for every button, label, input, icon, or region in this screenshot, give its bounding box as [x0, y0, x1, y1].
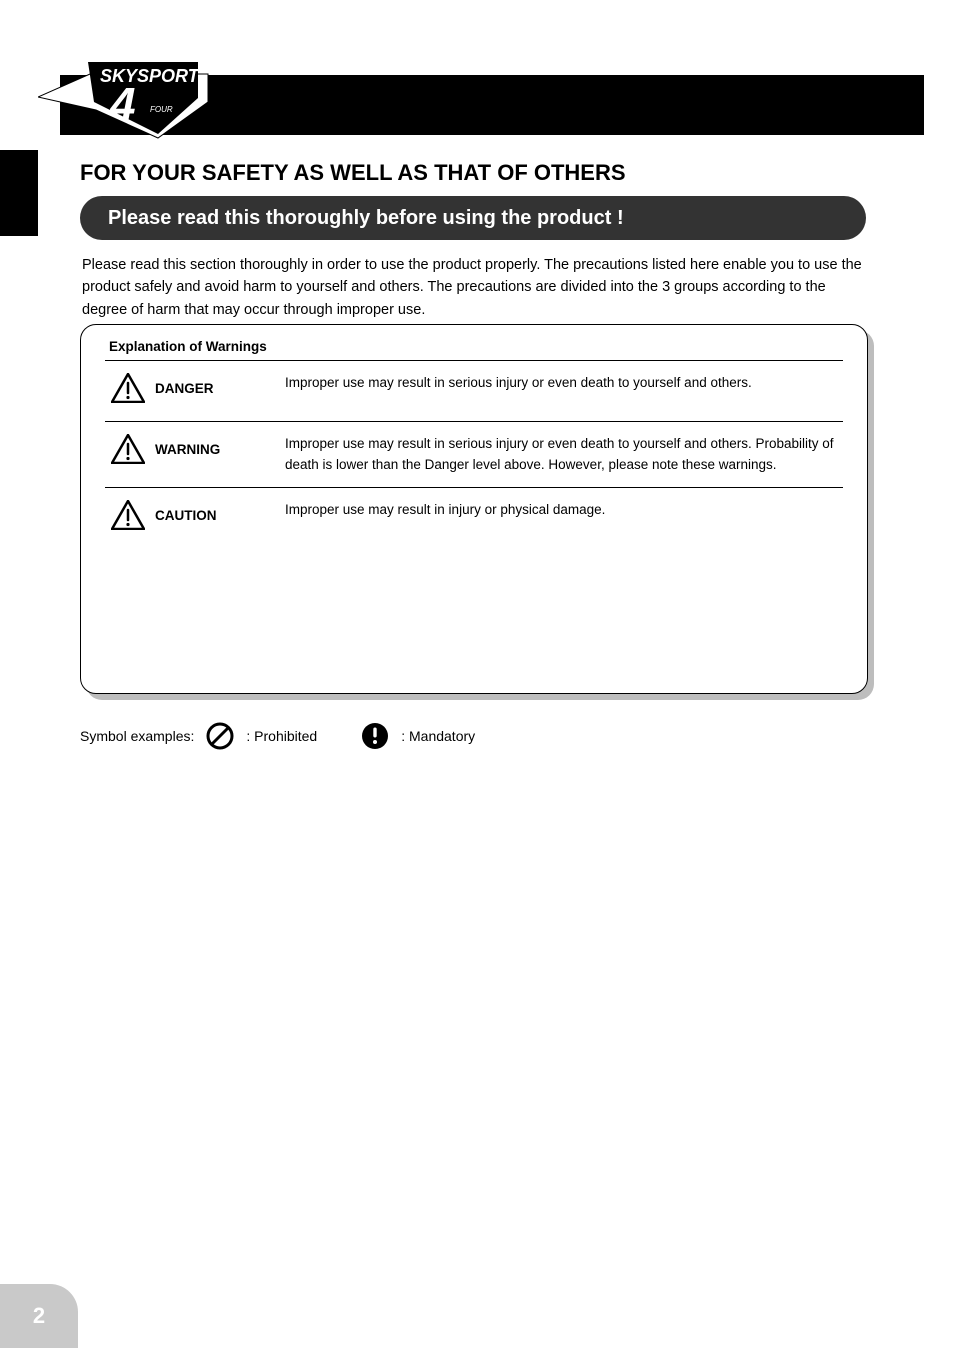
header-bar — [60, 75, 924, 135]
table-row: CAUTION Improper use may result in injur… — [105, 487, 843, 548]
subtitle-text: Please read this thoroughly before using… — [108, 207, 624, 230]
side-tab — [0, 150, 38, 236]
warning-triangle-icon — [111, 373, 145, 409]
warn-box: Explanation of Warnings DANGER Improper … — [80, 324, 868, 694]
danger-desc: Improper use may result in serious injur… — [281, 361, 843, 422]
section-title: FOR YOUR SAFETY AS WELL AS THAT OF OTHER… — [80, 160, 626, 186]
danger-label: DANGER — [151, 361, 281, 422]
mandatory-icon — [357, 718, 393, 754]
caution-desc: Improper use may result in injury or phy… — [281, 487, 843, 548]
warn-table-title: Explanation of Warnings — [105, 333, 843, 361]
table-row: DANGER Improper use may result in seriou… — [105, 361, 843, 422]
subtitle-pill: Please read this thoroughly before using… — [80, 196, 866, 240]
warning-triangle-icon — [111, 500, 145, 536]
intro-paragraph: Please read this section thoroughly in o… — [82, 254, 862, 321]
caution-icon-cell — [105, 487, 151, 548]
warn-header-row: Explanation of Warnings — [105, 333, 843, 361]
page-number: 2 — [33, 1303, 45, 1329]
page-number-tab: 2 — [0, 1284, 78, 1348]
caution-label: CAUTION — [151, 487, 281, 548]
danger-icon-cell — [105, 361, 151, 422]
prohibited-label: : Prohibited — [246, 728, 317, 744]
table-row: WARNING Improper use may result in serio… — [105, 422, 843, 488]
symbol-legend: Symbol examples: : Prohibited : Mandator… — [80, 718, 862, 754]
warning-icon-cell — [105, 422, 151, 488]
legend-prefix: Symbol examples: — [80, 728, 194, 744]
warning-triangle-icon — [111, 434, 145, 470]
mandatory-label: : Mandatory — [401, 728, 475, 744]
warning-label: WARNING — [151, 422, 281, 488]
prohibited-icon — [202, 718, 238, 754]
warning-desc: Improper use may result in serious injur… — [281, 422, 843, 488]
